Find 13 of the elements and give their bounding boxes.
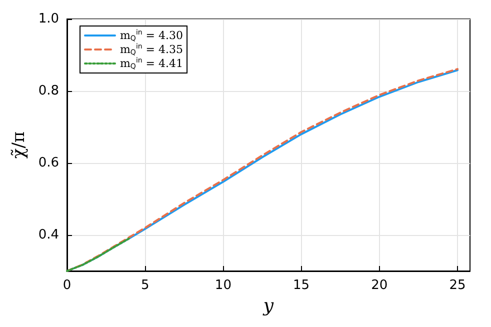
- x-tick-label: 15: [293, 278, 310, 293]
- x-tick-label: 5: [140, 278, 150, 293]
- y-tick-label: 0.8: [38, 84, 59, 98]
- line-series: [66, 237, 130, 272]
- y-tick-label: 0.6: [38, 156, 59, 170]
- x-tick-label: 10: [214, 278, 232, 293]
- x-axis-title: y: [262, 296, 274, 316]
- y-axis-title: χ̃/π: [8, 131, 29, 159]
- y-tick-label: 0.4: [38, 228, 59, 242]
- y-tick-label: 1.0: [38, 12, 59, 26]
- x-tick-label: 0: [62, 278, 72, 293]
- x-tick-label: 20: [371, 278, 388, 293]
- x-tick-label: 25: [449, 278, 466, 293]
